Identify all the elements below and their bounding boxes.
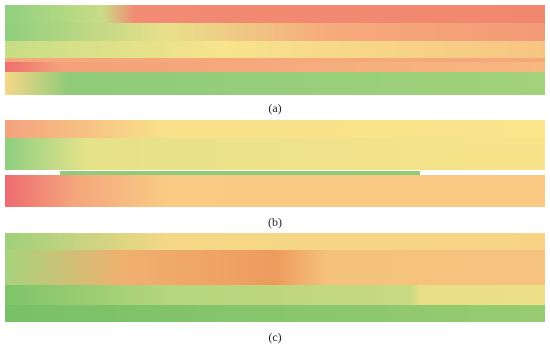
heat-band	[5, 233, 545, 250]
panel-b	[5, 120, 545, 207]
panel-a	[5, 5, 545, 95]
heat-band	[5, 58, 545, 62]
heat-band	[60, 171, 420, 175]
heat-band	[5, 62, 545, 72]
heat-band	[5, 250, 545, 285]
heat-band	[5, 23, 545, 41]
caption: (a)	[268, 101, 281, 115]
caption: (b)	[268, 215, 282, 229]
heat-band	[5, 41, 545, 58]
heat-band	[5, 305, 545, 322]
heat-band	[5, 5, 545, 23]
heat-band	[5, 175, 545, 207]
heat-band	[5, 120, 545, 138]
panel-c	[5, 233, 545, 322]
heat-band	[5, 138, 545, 170]
heat-band	[5, 285, 545, 305]
heat-band	[5, 72, 545, 95]
caption: (c)	[268, 330, 281, 344]
